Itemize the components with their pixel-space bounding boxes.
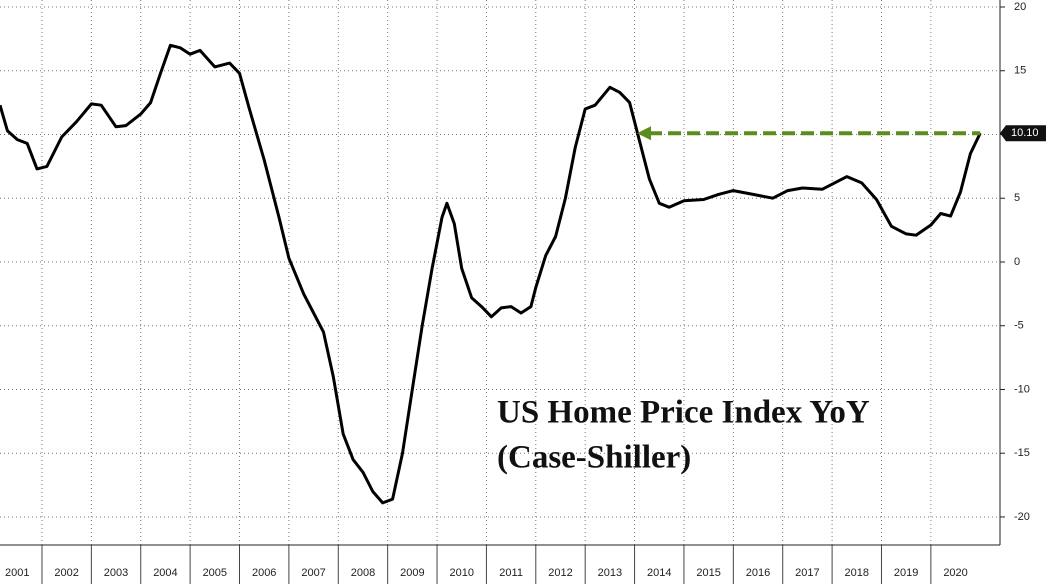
x-tick-label: 2014 bbox=[647, 567, 671, 579]
x-tick-label: 2013 bbox=[598, 567, 622, 579]
x-tick-label: 2006 bbox=[252, 567, 276, 579]
x-tick-label: 2009 bbox=[400, 567, 424, 579]
y-tick-label: 5 bbox=[1014, 192, 1020, 204]
x-tick-label: 2005 bbox=[203, 567, 227, 579]
value-label-box bbox=[1000, 125, 1046, 142]
x-tick-label: 2008 bbox=[351, 567, 375, 579]
chart-title: US Home Price Index YoY bbox=[497, 395, 870, 431]
value-label: 10.10 bbox=[1011, 127, 1039, 139]
x-tick-label: 2002 bbox=[54, 567, 78, 579]
x-tick-label: 2020 bbox=[943, 567, 967, 579]
grid bbox=[0, 0, 1000, 545]
x-tick-label: 2004 bbox=[153, 567, 177, 579]
y-tick-label: 20 bbox=[1014, 1, 1026, 13]
x-tick-label: 2012 bbox=[548, 567, 572, 579]
x-tick-label: 2001 bbox=[5, 567, 29, 579]
y-tick-label: -15 bbox=[1014, 447, 1030, 459]
chart-subtitle: (Case-Shiller) bbox=[497, 440, 691, 476]
y-tick-label: -5 bbox=[1014, 320, 1024, 332]
y-tick-label: 0 bbox=[1014, 256, 1020, 268]
x-tick-label: 2003 bbox=[104, 567, 128, 579]
line-series bbox=[0, 43, 982, 505]
y-tick-label: -20 bbox=[1014, 511, 1030, 523]
y-tick-label: -10 bbox=[1014, 383, 1030, 395]
x-tick-label: 2007 bbox=[301, 567, 325, 579]
x-tick-label: 2016 bbox=[746, 567, 770, 579]
x-tick-label: 2017 bbox=[795, 567, 819, 579]
x-tick-label: 2010 bbox=[449, 567, 473, 579]
x-tick-label: 2019 bbox=[894, 567, 918, 579]
arrow-head bbox=[637, 126, 652, 141]
x-tick-label: 2018 bbox=[845, 567, 869, 579]
x-tick-label: 2015 bbox=[696, 567, 720, 579]
x-tick-label: 2011 bbox=[499, 567, 523, 579]
y-tick-label: 15 bbox=[1014, 65, 1026, 77]
plot bbox=[0, 43, 982, 505]
